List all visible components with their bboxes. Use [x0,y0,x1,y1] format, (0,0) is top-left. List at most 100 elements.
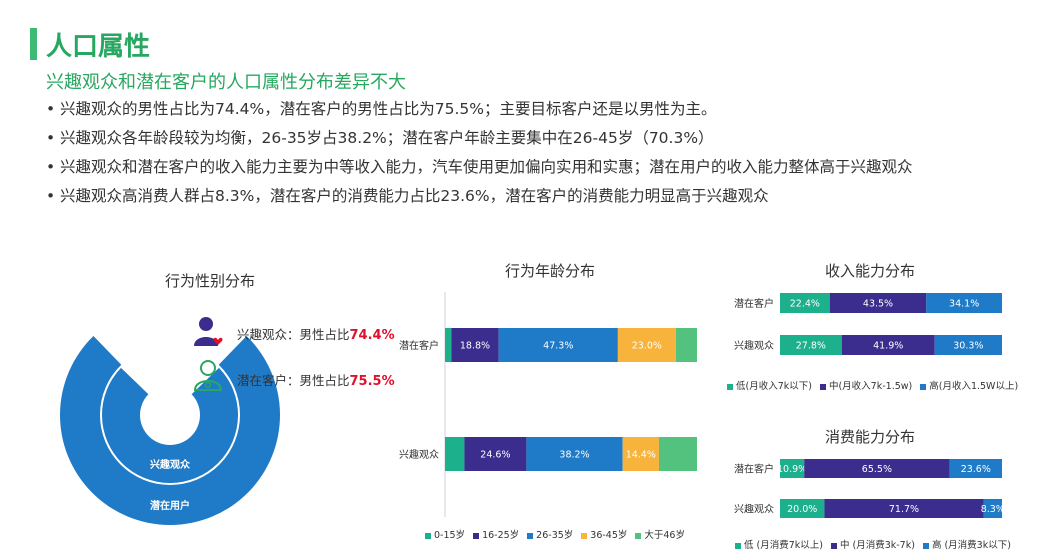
male-user-icon [192,314,226,352]
legend-label: 大于46岁 [644,530,685,541]
legend-item: 低(月收入7k以下) [727,381,812,392]
bar-data-label: 20.0% [787,504,817,515]
legend-label: 中(月收入7k-1.5w) [828,381,913,392]
bar-segment [445,328,452,362]
bar-segment [949,459,1002,478]
title-accent-bar [30,28,37,60]
bar-segment [804,459,950,478]
consumption-bar-chart: 潜在客户 10.9% 65.5% 23.6% 兴趣观众 20.0% 71.7% 8.3% [734,459,1005,518]
bar-data-label: 65.5% [862,464,892,475]
potential-user-icon [192,358,226,396]
bullet-list: • 兴趣观众的男性占比为74.4%，潜在客户的男性占比为75.5%；主要目标客户还… [46,100,1026,216]
legend-label: 36-45岁 [590,530,628,541]
bullet-item: • 兴趣观众高消费人群占8.3%，潜在客户的消费能力占比23.6%，潜在客户的消费… [46,187,769,205]
bar-segment [498,328,618,362]
legend-swatch [425,532,431,539]
bar-data-label: 71.7% [889,504,919,515]
bar-data-label: 10.9% [777,464,807,475]
donut-ring-label: 兴趣观众 [150,458,191,471]
gender-chart-title: 行为性别分布 [164,272,255,290]
bar-data-label: 23.6% [961,464,991,475]
donut-ring-potential [60,336,280,525]
legend-label: 中 (月消费3k-7k) [839,540,915,551]
legend-item: 大于46岁 [635,530,685,541]
legend-item: 16-25岁 [473,530,519,541]
bar-segment [841,335,935,355]
bullet-mark: • [46,129,56,147]
legend-swatch [735,542,741,549]
income-legend: 低(月收入7k以下) 中(月收入7k-1.5w) 高(月收入1.5W以上) [727,378,1026,392]
bullet-item: • 兴趣观众的男性占比为74.4%，潜在客户的男性占比为75.5%；主要目标客户还… [46,100,717,118]
bar-segment [926,293,1002,313]
gender-value-potential: 75.5% [349,374,395,389]
legend-swatch [819,383,826,390]
consumption-legend: 低 (月消费7k以上) 中 (月消费3k-7k) 高 (月消费3k以下) [735,537,1019,551]
age-chart-title: 行为年龄分布 [504,262,595,280]
legend-swatch [635,532,642,539]
income-bar-chart: 潜在客户 22.4% 43.5% 34.1% 兴趣观众 27.8% 41.9% 30.3% [734,293,1002,355]
bar-data-label: 8.3% [981,504,1005,515]
donut-ring-label: 潜在用户 [150,499,190,512]
bar-segment [464,437,527,471]
legend-label: 低(月收入7k以下) [736,381,812,392]
legend-item: 高(月收入1.5W以上) [920,381,1018,392]
legend-label: 高(月收入1.5W以上) [929,381,1019,392]
bar-data-label: 43.5% [863,299,893,310]
bar-data-label: 34.1% [949,299,979,310]
legend-label: 26-35岁 [536,530,574,541]
gender-row-interest: 兴趣观众：男性占比74.4% [237,327,395,343]
bullet-item: • 兴趣观众各年龄段较为均衡，26-35岁占38.2%；潜在客户年龄主要集中在26… [46,129,714,147]
category-label: 兴趣观众 [734,339,774,352]
legend-item: 26-35岁 [527,530,573,541]
bar-data-label: 14.4% [626,450,656,461]
bar-segment [780,499,825,518]
bar-segment [617,328,676,362]
legend-item: 0-15岁 [425,530,465,541]
bar-segment [675,328,697,362]
page-title: 人口属性 [46,32,151,62]
gender-row-potential: 潜在客户：男性占比75.5% [237,373,395,389]
bar-data-label: 24.6% [480,450,510,461]
bar-segment [526,437,623,471]
age-legend: 0-15岁 16-25岁 26-35岁 36-45岁 大于46岁 [425,527,693,541]
category-label: 潜在客户 [734,297,774,310]
legend-item: 高 (月消费3k以下) [922,540,1011,551]
legend-swatch [473,532,480,539]
bar-data-label: 30.3% [953,341,983,352]
bar-data-label: 47.3% [543,341,573,352]
legend-swatch [922,542,929,549]
bar-segment [451,328,499,362]
bar-data-label: 38.2% [559,450,589,461]
legend-item: 低 (月消费7k以上) [735,540,823,551]
bar-data-label: 22.4% [790,299,820,310]
legend-swatch [581,532,588,539]
bar-segment [983,499,1002,518]
legend-label: 高 (月消费3k以下) [931,540,1011,551]
donut-ring-interest [102,367,239,483]
category-label: 兴趣观众 [399,448,439,461]
age-bar-chart: 潜在客户 18.8% 47.3% 23.0% 兴趣观众 24.6% 38.2% 14.4% [399,292,697,517]
bar-data-label: 27.8% [796,341,826,352]
legend-item: 36-45岁 [581,530,627,541]
bar-segment [829,293,927,313]
legend-swatch [830,542,837,549]
legend-item: 中(月收入7k-1.5w) [819,381,913,392]
consumption-chart-title: 消费能力分布 [824,428,915,446]
bar-data-label: 18.8% [460,341,490,352]
legend-item: 中 (月消费3k-7k) [830,540,915,551]
bar-segment [780,293,830,313]
bar-segment [780,459,805,478]
legend-swatch [527,532,534,539]
category-label: 潜在客户 [399,339,439,352]
category-label: 兴趣观众 [734,503,774,516]
bullet-mark: • [46,187,56,205]
bullet-mark: • [46,158,56,176]
legend-label: 低 (月消费7k以上) [744,540,823,551]
income-chart-title: 收入能力分布 [824,262,915,280]
bar-segment [622,437,659,471]
page-subtitle: 兴趣观众和潜在客户的人口属性分布差异不大 [46,72,406,93]
bar-segment [780,335,842,355]
legend-swatch [727,383,733,390]
gender-value-interest: 74.4% [349,328,395,343]
